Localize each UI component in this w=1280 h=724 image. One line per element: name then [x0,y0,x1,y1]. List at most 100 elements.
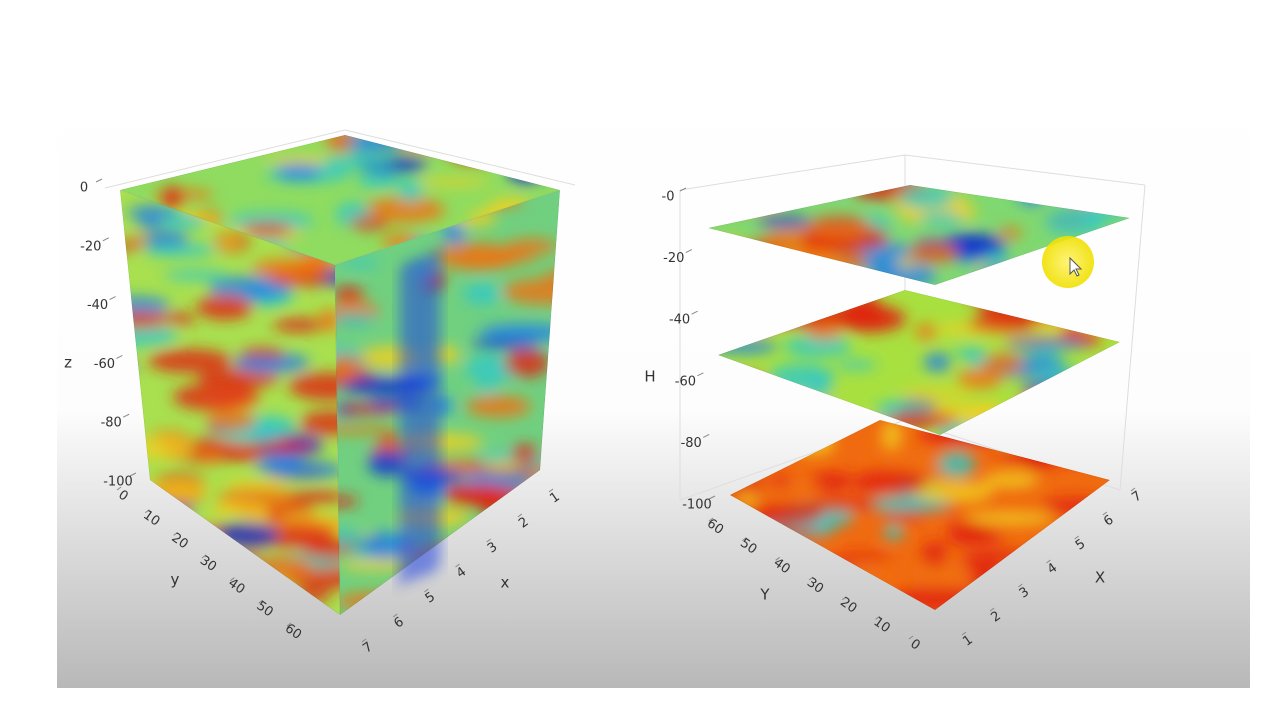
heat-blob [964,510,1054,524]
y-axis-label: y [171,571,180,589]
heat-blob [161,185,183,212]
heat-blob [456,252,539,264]
heat-blob [505,238,558,254]
heat-blob [770,475,792,488]
box-wall [1119,184,1146,491]
heat-blob [898,388,974,398]
z-tick-label: -60 [675,374,696,389]
heat-blob [397,179,423,203]
heat-blob [210,501,267,518]
box-edge [344,129,576,186]
heat-blob [197,368,279,388]
heat-blob [502,278,560,305]
y-tick-mark [742,537,747,542]
plots: 1234567x0102030405060y0-20-40-60-80-100z… [64,129,1146,657]
y-tick-mark [842,596,847,601]
heat-blob [923,352,952,373]
heat-blob [323,154,394,169]
x-tick-mark [548,488,554,493]
y-tick-mark [875,615,880,620]
heat-blob [483,460,522,471]
y-tick-mark [116,486,122,491]
box-edge [104,129,346,189]
heat-blob [349,217,389,230]
heat-blob [362,531,412,560]
heat-blob [302,539,340,560]
y-tick-mark [258,599,263,604]
heat-blob [882,449,955,471]
z-tick-label: -40 [87,298,108,313]
x-tick-mark [1102,511,1108,516]
x-axis-label: x [501,574,510,592]
heat-blob [466,395,531,418]
heat-blob [228,448,263,461]
z-axis-label: H [644,368,655,386]
heat-blob [339,558,411,572]
heat-blob [836,360,877,370]
z-tick-label: -100 [103,475,133,490]
heat-blob [998,227,1022,240]
heat-blob [120,324,179,347]
heat-blob [197,450,221,464]
heat-blob [288,372,340,401]
x-tick-mark [361,638,367,643]
heat-blob [1007,339,1088,351]
x-tick-mark [392,613,398,618]
heat-blob [299,411,340,435]
y-tick-mark [808,576,814,581]
heat-blob [477,382,498,394]
heat-blob [898,186,954,209]
heat-blob [318,308,340,332]
heat-blob [510,444,539,463]
heat-blob [196,295,254,320]
heat-blob [368,449,408,477]
heat-blob [272,318,326,333]
heat-blob [911,558,967,587]
heat-blob [238,440,315,453]
heat-blob [866,445,901,459]
heat-blob [288,491,340,504]
heat-blob [470,339,540,350]
x-tick-mark [1130,487,1136,492]
heat-base [120,135,560,265]
y-tick-mark [145,509,150,514]
z-tick-label: -60 [94,357,115,372]
heat-blob [335,286,365,302]
z-tick-mark [679,187,687,192]
box-wall [904,154,1146,186]
heat-blob [325,135,354,153]
heat-blob [208,276,292,301]
z-tick-mark [116,354,123,359]
heat-blob [166,312,195,325]
x-tick-mark [961,631,967,636]
z-tick-label: -20 [663,251,684,266]
heat-blob [148,349,232,373]
cursor-highlight [1042,236,1094,288]
stripe [400,249,440,585]
heat-blob [967,314,1036,332]
heat-texture [730,420,1110,610]
z-tick-mark [685,249,693,254]
heat-blob [853,468,928,496]
z-tick-mark [109,296,116,301]
y-tick-mark [775,556,780,561]
heat-blob [233,356,286,367]
z-tick-label: -80 [101,416,122,431]
heat-blob [443,484,511,500]
heat-blob [216,237,242,247]
heat-blob [143,242,217,258]
heat-blob [895,256,917,269]
y-tick-mark [908,635,914,640]
heat-blob [152,189,215,200]
heat-base [708,185,1130,285]
z-tick-mark [122,413,130,418]
heat-blob [881,420,903,449]
box-wall [679,154,906,191]
heat-blob [908,241,959,264]
heat-blob [982,353,1023,375]
heat-blob [783,334,852,358]
heat-blob [267,461,340,479]
x-axis-label: X [1095,569,1105,587]
